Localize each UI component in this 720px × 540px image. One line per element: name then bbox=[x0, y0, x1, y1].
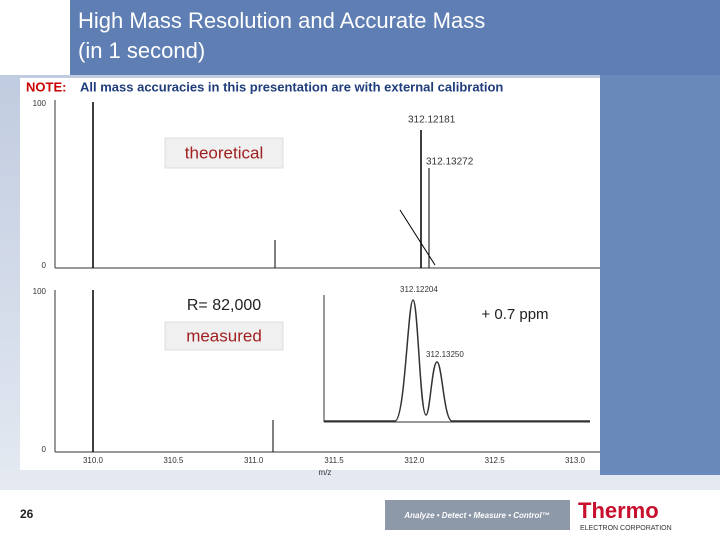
title-line: High Mass Resolution and Accurate Mass bbox=[78, 8, 485, 33]
zoom-line bbox=[399, 209, 436, 266]
x-tick-label: 310.0 bbox=[83, 456, 104, 465]
resolution-label: R= 82,000 bbox=[187, 297, 261, 314]
brand: Thermo bbox=[578, 498, 659, 523]
x-tick-label: 312.0 bbox=[404, 456, 425, 465]
y-label: 100 bbox=[33, 287, 47, 296]
x-tick-label: 311.0 bbox=[244, 456, 264, 465]
x-axis: 310.0 310.5 311.0 311.5 312.0 312.5 313.0 bbox=[83, 456, 586, 465]
footer bbox=[0, 490, 720, 540]
peak-label: 312.12204 bbox=[400, 285, 438, 294]
y-label: 0 bbox=[42, 445, 47, 454]
tagline-bar bbox=[385, 500, 570, 530]
spectrum-panel bbox=[20, 78, 600, 470]
measured-label: measured bbox=[186, 326, 262, 345]
subbrand: ELECTRON CORPORATION bbox=[580, 525, 672, 532]
label-box bbox=[164, 137, 284, 169]
label-box bbox=[164, 321, 284, 351]
side-band bbox=[600, 75, 720, 475]
peak-label: 312.12181 bbox=[408, 115, 456, 126]
x-axis-label: m/z bbox=[319, 468, 332, 477]
y-label: 0 bbox=[42, 261, 47, 270]
tagline: Analyze • Detect • Measure • Control™ bbox=[403, 511, 549, 520]
y-label: 100 bbox=[33, 99, 47, 108]
x-tick-label: 312.5 bbox=[485, 456, 506, 465]
peak-label: 312.13250 bbox=[426, 350, 464, 359]
theoretical-label: theoretical bbox=[185, 143, 263, 162]
inset-profile bbox=[324, 299, 590, 422]
title-line: (in 1 second) bbox=[78, 38, 205, 63]
note-text: All mass accuracies in this presentation… bbox=[80, 79, 503, 94]
page-number: 26 bbox=[20, 507, 34, 521]
corner bbox=[0, 0, 70, 75]
peak-label: 312.13272 bbox=[426, 157, 474, 168]
x-tick-label: 311.5 bbox=[324, 456, 344, 465]
accuracy-label: + 0.7 ppm bbox=[481, 306, 548, 323]
note-label: NOTE: bbox=[26, 79, 66, 94]
x-tick-label: 310.5 bbox=[163, 456, 184, 465]
x-tick-label: 313.0 bbox=[565, 456, 586, 465]
header-band bbox=[70, 0, 720, 75]
